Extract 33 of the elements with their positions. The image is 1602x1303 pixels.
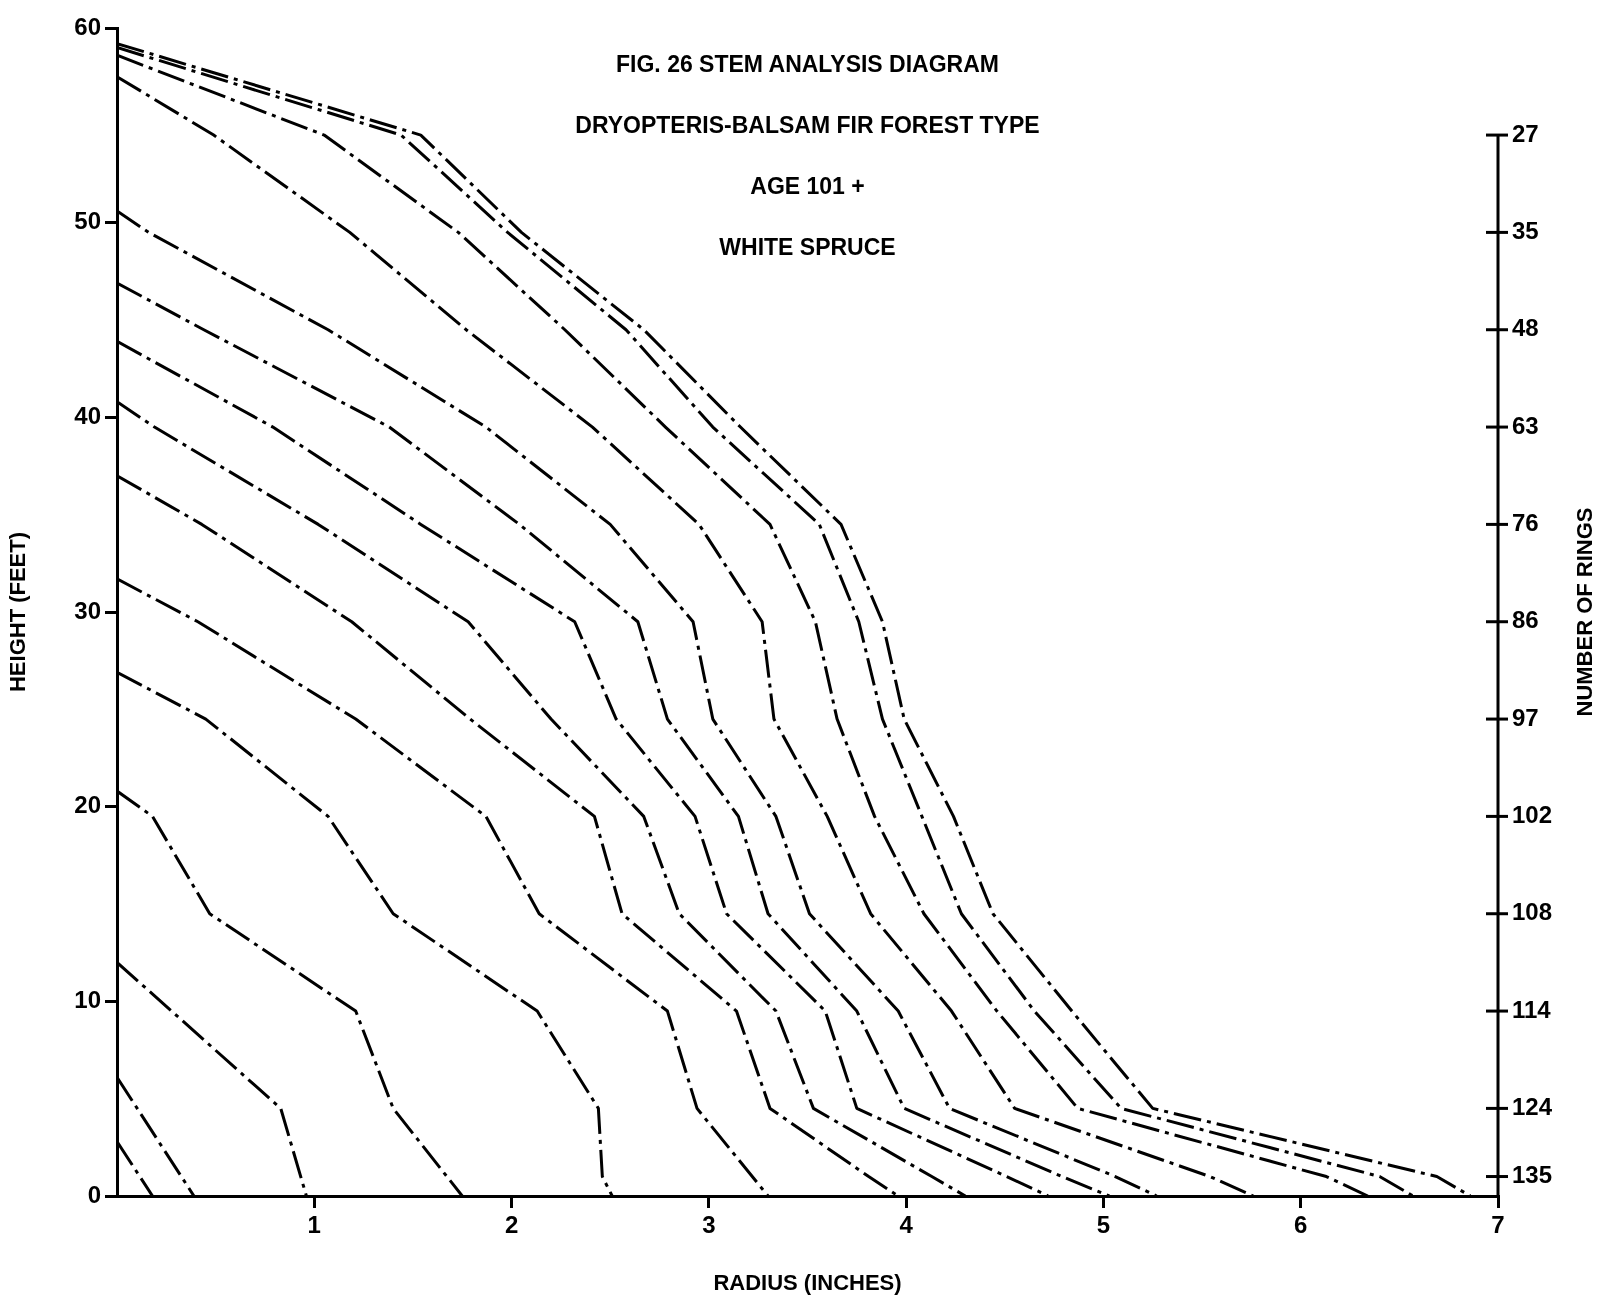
x-tick-label: 2 — [504, 1211, 519, 1239]
y-tick-label: 40 — [74, 401, 101, 429]
text: 135 — [1512, 1161, 1553, 1189]
y-tick-label: 60 — [74, 12, 101, 40]
text: 48 — [1512, 314, 1539, 342]
x-tick-label: 5 — [1096, 1211, 1111, 1239]
text: FIG. 26 STEM ANALYSIS DIAGRAM — [616, 51, 999, 78]
text: 114 — [1512, 995, 1552, 1023]
text: 27 — [1512, 119, 1539, 147]
x-tick-label: 3 — [702, 1211, 716, 1239]
x-tick-label: 6 — [1294, 1211, 1308, 1239]
text: 76 — [1512, 509, 1539, 537]
y-tick-label: 50 — [74, 207, 101, 235]
text: 97 — [1512, 703, 1539, 731]
text: 124 — [1512, 1093, 1553, 1121]
y-tick-label: 30 — [74, 596, 101, 624]
x-axis-title: RADIUS (INCHES) — [713, 1269, 902, 1295]
y-tick-label: 0 — [87, 1180, 101, 1208]
y2-axis-title: NUMBER OF RINGS — [1572, 507, 1598, 717]
x-tick-label: 1 — [307, 1211, 321, 1239]
text: 86 — [1512, 606, 1539, 634]
text: 63 — [1512, 411, 1539, 439]
annotation: WHITE SPRUCE — [719, 234, 896, 261]
text: 35 — [1512, 217, 1539, 245]
text: DRYOPTERIS-BALSAM FIR FOREST TYPE — [575, 112, 1040, 139]
annotation: AGE 101 + — [750, 173, 865, 200]
x-tick-label: 4 — [899, 1211, 914, 1239]
text: 102 — [1512, 801, 1553, 829]
text: 108 — [1512, 898, 1553, 926]
x-tick-label: 7 — [1491, 1211, 1505, 1239]
y-tick-label: 20 — [74, 791, 101, 819]
y-tick-label: 10 — [74, 985, 101, 1013]
y-axis-title: HEIGHT (FEET) — [5, 531, 31, 693]
